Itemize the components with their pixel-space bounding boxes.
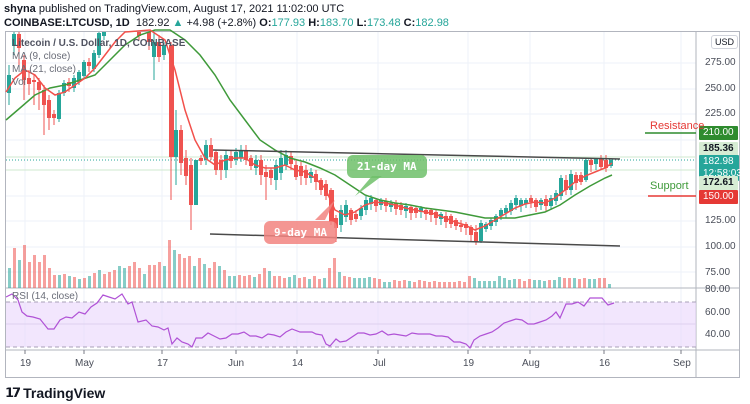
support-price-tag: 150.00 xyxy=(699,190,738,204)
tradingview-brand: TradingView xyxy=(23,385,106,401)
time-tick: 19 xyxy=(20,358,32,369)
currency-button[interactable]: USD xyxy=(711,35,739,49)
price-tick: 250.00 xyxy=(705,83,736,94)
legend-ma9[interactable]: MA (9, close) xyxy=(12,51,71,62)
rsi-tick: 80.00 xyxy=(705,284,731,295)
time-tick: Aug xyxy=(522,358,540,369)
legend-volume[interactable]: Vol xyxy=(12,77,26,88)
support-label: Support xyxy=(650,180,689,192)
time-tick: Jun xyxy=(228,358,245,369)
channel-upper-line xyxy=(212,149,621,160)
open-label: O: xyxy=(259,17,272,29)
up-arrow-icon: ▲ xyxy=(172,17,184,29)
price-tick: 125.00 xyxy=(705,215,736,226)
bar-countdown: 12:58:03 xyxy=(703,168,742,179)
time-tick: May xyxy=(75,358,94,369)
time-tick: Sep xyxy=(673,358,691,369)
price-tick: 225.00 xyxy=(705,108,736,119)
low-label: L: xyxy=(356,17,367,29)
ma21-callout-pointer xyxy=(355,176,382,196)
rsi-tick: 60.00 xyxy=(705,307,731,318)
resistance-price-tag: 210.00 xyxy=(699,126,738,140)
time-tick: 19 xyxy=(463,358,475,369)
last-price: 182.92 xyxy=(135,17,170,29)
ma21-callout: 21-day MA xyxy=(347,155,427,178)
high-label: H: xyxy=(308,17,320,29)
price-tick: 100.00 xyxy=(705,241,736,252)
ma9-line xyxy=(5,29,613,231)
close-label: C: xyxy=(403,17,416,29)
time-tick: 14 xyxy=(292,358,304,369)
publisher-name: shyna xyxy=(4,3,36,15)
volume-bars xyxy=(8,240,611,288)
ma21-line xyxy=(5,29,613,219)
tradingview-logo-icon: 𝟭𝟳 xyxy=(5,385,21,400)
rsi-line xyxy=(5,293,615,350)
time-tick: 16 xyxy=(599,358,611,369)
legend-rsi[interactable]: RSI (14, close) xyxy=(12,291,79,302)
symbol-label: COINBASE:LTCUSD, 1D xyxy=(4,17,130,29)
time-axis-ticks xyxy=(24,350,682,354)
chart-frame[interactable] xyxy=(5,31,740,378)
tradingview-logo[interactable]: 𝟭𝟳 TradingView xyxy=(5,385,105,401)
ma9-callout-pointer xyxy=(315,200,335,220)
last-price-value: 182.98 xyxy=(703,156,734,167)
ma9-price-tag: 172.61 xyxy=(699,176,738,190)
publish-info: shyna published on TradingView.com, Augu… xyxy=(4,3,344,15)
published-text: published on TradingView.com, August 17,… xyxy=(38,3,345,15)
resistance-label: Resistance xyxy=(650,120,705,132)
ma9-callout: 9-day MA xyxy=(264,221,337,244)
close-value: 182.98 xyxy=(415,17,449,29)
time-tick: Jul xyxy=(373,358,386,369)
time-tick: 17 xyxy=(157,358,169,369)
price-change: +4.98 (+2.8%) xyxy=(186,17,257,29)
symbol-ohlc-line: COINBASE:LTCUSD, 1D 182.92 ▲ +4.98 (+2.8… xyxy=(4,17,449,29)
price-tick: 275.00 xyxy=(705,57,736,68)
chart-title-legend: Litecoin / U.S. Dollar, 1D, COINBASE xyxy=(12,38,186,49)
high-value: 183.70 xyxy=(319,17,354,29)
ma21-price-tag: 185.36 xyxy=(699,142,738,156)
open-value: 177.93 xyxy=(271,17,306,29)
low-value: 173.48 xyxy=(366,17,401,29)
price-tick: 75.00 xyxy=(705,267,731,278)
rsi-tick: 40.00 xyxy=(705,329,731,340)
legend-ma21[interactable]: MA (21, close) xyxy=(12,64,76,75)
grid xyxy=(6,32,696,350)
